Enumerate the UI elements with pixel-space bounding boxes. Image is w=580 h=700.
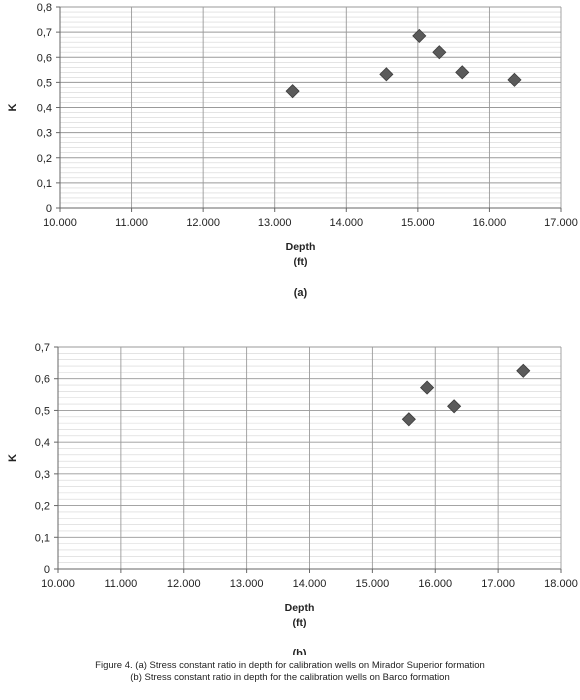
y-tick-label: 0,4 bbox=[37, 103, 52, 115]
chart-a: 0 0,1 0,2 0,3 0,4 0,5 0,6 0,7 0,8 10.000 11.000 12.… bbox=[7, 2, 578, 299]
x-tick-label: 13.000 bbox=[230, 578, 264, 590]
y-tick-label: 0 bbox=[46, 203, 52, 215]
y-tick-label: 0,4 bbox=[35, 437, 50, 449]
y-tick-label: 0,1 bbox=[37, 178, 52, 190]
chart-b: 0 0,1 0,2 0,3 0,4 0,5 0,6 0,7 10.000 11.000 12.000… bbox=[7, 342, 578, 655]
y-tick-label: 0,1 bbox=[35, 532, 50, 544]
y-tick-label: 0,5 bbox=[35, 405, 50, 417]
y-tick-label: 0,7 bbox=[35, 342, 50, 354]
x-axis-unit: (ft) bbox=[294, 256, 308, 268]
x-tick-label: 18.000 bbox=[544, 578, 578, 590]
x-tick-label: 15.000 bbox=[401, 217, 435, 229]
x-axis-unit: (ft) bbox=[293, 617, 307, 629]
x-tick-label: 15.000 bbox=[356, 578, 390, 590]
x-tick-label: 10.000 bbox=[41, 578, 75, 590]
x-tick-label: 14.000 bbox=[293, 578, 327, 590]
x-tick-label: 17.000 bbox=[481, 578, 515, 590]
data-point-diamond bbox=[285, 84, 300, 99]
y-tick-label: 0,3 bbox=[37, 128, 52, 140]
y-tick-label: 0,2 bbox=[37, 153, 52, 165]
figure-caption-line-2: (b) Stress constant ratio in depth for t… bbox=[130, 672, 450, 683]
y-tick-label: 0,6 bbox=[35, 374, 50, 386]
x-tick-label: 11.000 bbox=[104, 578, 137, 590]
x-tick-label: 10.000 bbox=[43, 217, 77, 229]
data-point-diamond bbox=[420, 380, 435, 395]
x-axis-title: Depth bbox=[286, 241, 316, 253]
x-tick-label: 17.000 bbox=[544, 217, 578, 229]
data-point-diamond bbox=[455, 65, 470, 80]
y-tick-label: 0,6 bbox=[37, 52, 52, 64]
y-tick-label: 0,7 bbox=[37, 27, 52, 39]
y-axis-title: K bbox=[7, 103, 19, 111]
x-tick-label: 11.000 bbox=[115, 217, 148, 229]
data-point-diamond bbox=[447, 399, 462, 414]
y-axis-title: K bbox=[7, 454, 19, 462]
data-point-diamond bbox=[379, 67, 394, 82]
x-tick-label: 16.000 bbox=[473, 217, 507, 229]
x-axis-title: Depth bbox=[285, 602, 315, 614]
y-tick-label: 0,2 bbox=[35, 501, 50, 513]
x-tick-label: 14.000 bbox=[329, 217, 363, 229]
data-point-diamond bbox=[432, 45, 447, 60]
panel-label: (a) bbox=[294, 287, 308, 299]
x-tick-label: 13.000 bbox=[258, 217, 292, 229]
data-point-diamond bbox=[412, 28, 427, 43]
x-tick-label: 12.000 bbox=[167, 578, 201, 590]
panel-label: (b) bbox=[292, 648, 306, 655]
y-tick-label: 0,8 bbox=[37, 2, 52, 14]
x-tick-label: 12.000 bbox=[186, 217, 220, 229]
data-point-diamond bbox=[401, 412, 416, 427]
figure-caption-line-1: Figure 4. (a) Stress constant ratio in d… bbox=[95, 660, 485, 671]
data-point-diamond bbox=[507, 72, 522, 87]
y-tick-label: 0 bbox=[44, 564, 50, 576]
y-tick-label: 0,5 bbox=[37, 77, 52, 89]
x-tick-label: 16.000 bbox=[418, 578, 452, 590]
y-tick-label: 0,3 bbox=[35, 469, 50, 481]
data-point-diamond bbox=[516, 363, 531, 378]
